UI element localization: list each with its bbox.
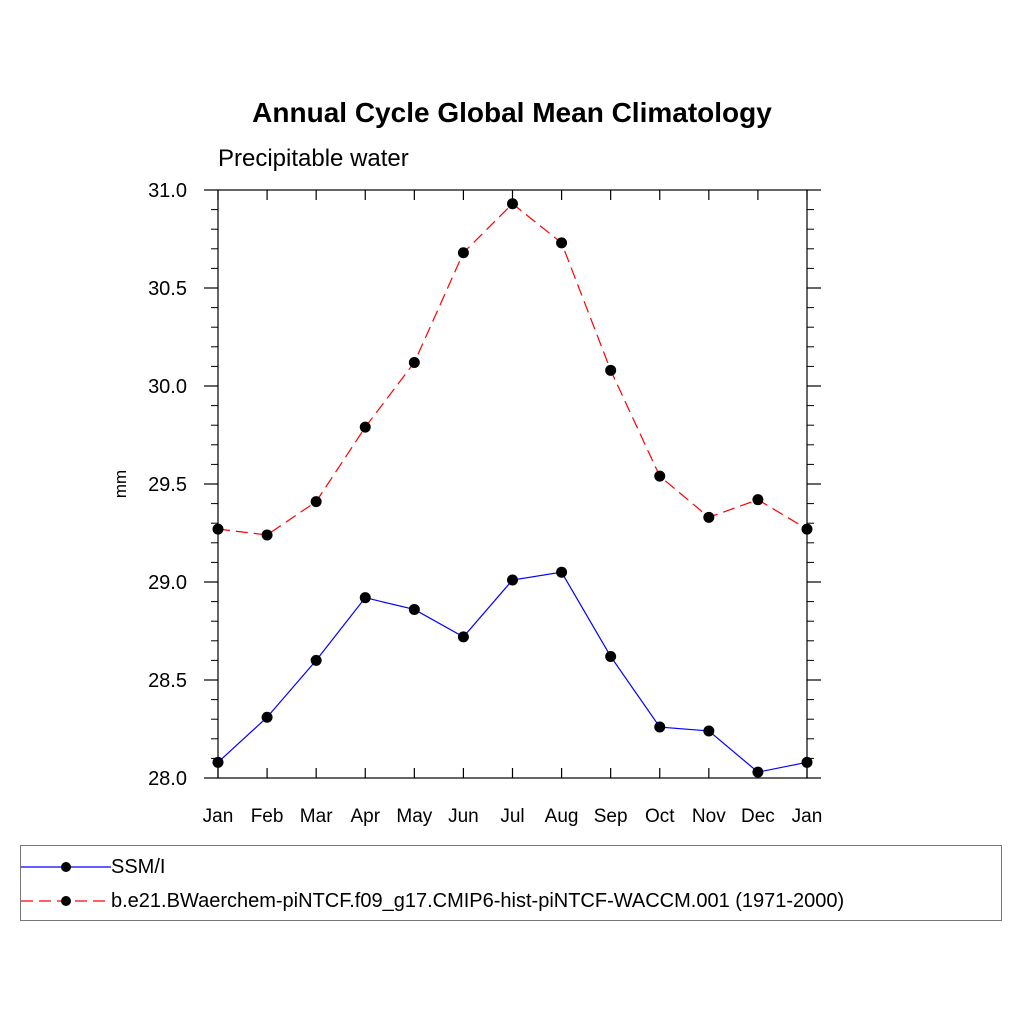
y-tick-label: 28.0: [148, 768, 187, 790]
axis-ticks: 28.0 28.5 29.0 29.5 30.0 30.5 31.0 Jan Feb Mar Apr…: [148, 180, 822, 827]
y-tick-label: 30.0: [148, 376, 187, 398]
data-point-series-0: [703, 725, 715, 737]
legend-swatch-ssmi: [21, 862, 111, 872]
x-tick-label: Mar: [300, 806, 333, 827]
series-layer: [212, 198, 813, 778]
x-tick-label: Aug: [545, 806, 579, 827]
y-tick-label: 29.0: [148, 572, 187, 594]
data-point-series-0: [752, 766, 764, 778]
data-point-series-1: [605, 364, 617, 376]
y-tick-label: 30.5: [148, 278, 187, 300]
data-point-series-0: [801, 756, 813, 768]
data-point-series-0: [359, 592, 371, 604]
x-tick-label: Nov: [692, 806, 726, 827]
legend-item-ssmi: SSM/I: [21, 852, 165, 882]
data-point-series-1: [310, 496, 322, 508]
data-point-series-0: [507, 574, 518, 586]
data-point-series-0: [654, 721, 666, 733]
data-point-series-0: [605, 650, 617, 662]
chart-title: Annual Cycle Global Mean Climatology: [252, 97, 772, 128]
series-line-0: [217, 571, 808, 773]
x-tick-label: May: [396, 806, 432, 827]
plot-frame: [217, 189, 808, 779]
x-tick-label: Dec: [741, 806, 775, 827]
data-point-series-1: [507, 198, 518, 210]
chart-subtitle: Precipitable water: [218, 145, 409, 172]
legend: SSM/I b.e21.BWaerchem-piNTCF.f09_g17.CMI…: [20, 845, 1002, 921]
x-tick-label: Jan: [792, 806, 823, 827]
data-point-series-1: [654, 470, 666, 482]
data-point-series-1: [359, 421, 371, 433]
data-point-series-1: [752, 494, 764, 506]
y-tick-label: 29.5: [148, 474, 187, 496]
x-tick-label: Oct: [645, 806, 675, 827]
y-tick-label: 28.5: [148, 670, 187, 692]
x-tick-label: Sep: [594, 806, 628, 827]
data-point-series-0: [212, 756, 224, 768]
legend-label-model: b.e21.BWaerchem-piNTCF.f09_g17.CMIP6-his…: [111, 889, 845, 912]
data-point-series-0: [556, 566, 568, 578]
legend-label-ssmi: SSM/I: [111, 855, 166, 878]
data-point-series-0: [310, 654, 322, 666]
data-point-series-1: [212, 523, 224, 535]
legend-swatch-model: [21, 896, 111, 906]
data-point-series-1: [261, 529, 273, 541]
data-point-series-1: [801, 523, 813, 535]
series-line-1: [217, 202, 808, 536]
x-tick-label: Jan: [203, 806, 234, 827]
data-point-series-1: [556, 237, 568, 249]
x-tick-label: Jul: [500, 806, 524, 827]
y-tick-label: 31.0: [148, 180, 187, 202]
x-tick-label: Jun: [448, 806, 479, 827]
data-point-series-1: [408, 356, 420, 368]
data-point-series-1: [457, 247, 469, 259]
y-axis-label: mm: [111, 470, 130, 498]
data-point-series-1: [703, 511, 715, 523]
legend-item-model: b.e21.BWaerchem-piNTCF.f09_g17.CMIP6-his…: [21, 886, 844, 916]
data-point-series-0: [457, 631, 469, 643]
x-tick-label: Apr: [350, 806, 380, 827]
x-tick-label: Feb: [251, 806, 284, 827]
data-point-series-0: [261, 711, 273, 723]
data-point-series-0: [408, 603, 420, 615]
